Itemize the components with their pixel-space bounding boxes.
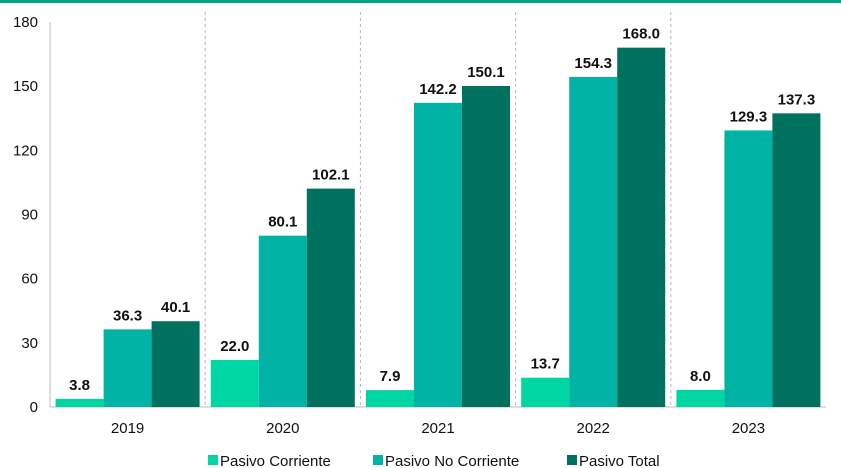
bar bbox=[617, 47, 666, 408]
x-tick-label: 2020 bbox=[266, 420, 299, 437]
legend-label: Pasivo Corriente bbox=[220, 453, 331, 468]
y-tick-label: 60 bbox=[21, 271, 38, 288]
bar bbox=[258, 235, 307, 407]
x-axis-ticks: 2019 2020 2021 2022 2023 bbox=[111, 420, 765, 437]
y-tick-label: 0 bbox=[30, 399, 38, 416]
data-label: 7.9 bbox=[380, 368, 401, 385]
data-label: 129.3 bbox=[730, 108, 768, 125]
x-tick-label: 2019 bbox=[111, 420, 144, 437]
x-tick-label: 2021 bbox=[421, 420, 454, 437]
bar bbox=[103, 329, 152, 407]
bar bbox=[462, 85, 510, 408]
bar bbox=[772, 113, 821, 407]
data-label: 80.1 bbox=[268, 214, 297, 231]
x-tick-label: 2023 bbox=[732, 420, 765, 437]
bar bbox=[676, 389, 725, 407]
bar bbox=[306, 188, 355, 407]
x-tick-label: 2022 bbox=[577, 420, 610, 437]
legend: Pasivo Corriente Pasivo No Corriente Pasiv… bbox=[208, 453, 660, 468]
bar bbox=[414, 102, 462, 407]
data-label: 3.8 bbox=[69, 377, 90, 394]
data-label: 168.0 bbox=[622, 26, 660, 43]
legend-swatch bbox=[567, 455, 577, 465]
data-labels: 3.8 36.3 40.1 22.0 80.1 102.1 7.9 142.2 150.1 13.… bbox=[69, 26, 815, 394]
data-label: 40.1 bbox=[161, 299, 190, 316]
data-label: 22.0 bbox=[220, 338, 249, 355]
y-axis-ticks: 0 30 60 90 120 150 180 bbox=[13, 14, 38, 416]
bar bbox=[151, 321, 200, 407]
legend-label: Pasivo Total bbox=[579, 453, 660, 468]
data-label: 142.2 bbox=[419, 81, 457, 98]
legend-swatch bbox=[208, 455, 218, 465]
legend-swatch bbox=[373, 455, 383, 465]
bar bbox=[366, 390, 414, 407]
bar bbox=[569, 76, 618, 407]
y-tick-label: 120 bbox=[13, 142, 38, 159]
y-tick-label: 150 bbox=[13, 78, 38, 95]
data-label: 36.3 bbox=[113, 307, 142, 324]
legend-label: Pasivo No Corriente bbox=[385, 453, 519, 468]
data-label: 13.7 bbox=[531, 356, 560, 373]
bar bbox=[210, 359, 259, 407]
data-label: 154.3 bbox=[574, 55, 612, 72]
y-tick-label: 90 bbox=[21, 207, 38, 224]
data-label: 137.3 bbox=[778, 91, 816, 108]
data-label: 102.1 bbox=[312, 167, 350, 184]
bar bbox=[724, 130, 773, 408]
bar bbox=[521, 377, 570, 407]
data-label: 150.1 bbox=[467, 64, 505, 81]
y-tick-label: 30 bbox=[21, 335, 38, 352]
bar-group bbox=[55, 47, 821, 408]
data-label: 8.0 bbox=[690, 368, 711, 385]
y-tick-label: 180 bbox=[13, 14, 38, 31]
bar bbox=[55, 398, 104, 407]
